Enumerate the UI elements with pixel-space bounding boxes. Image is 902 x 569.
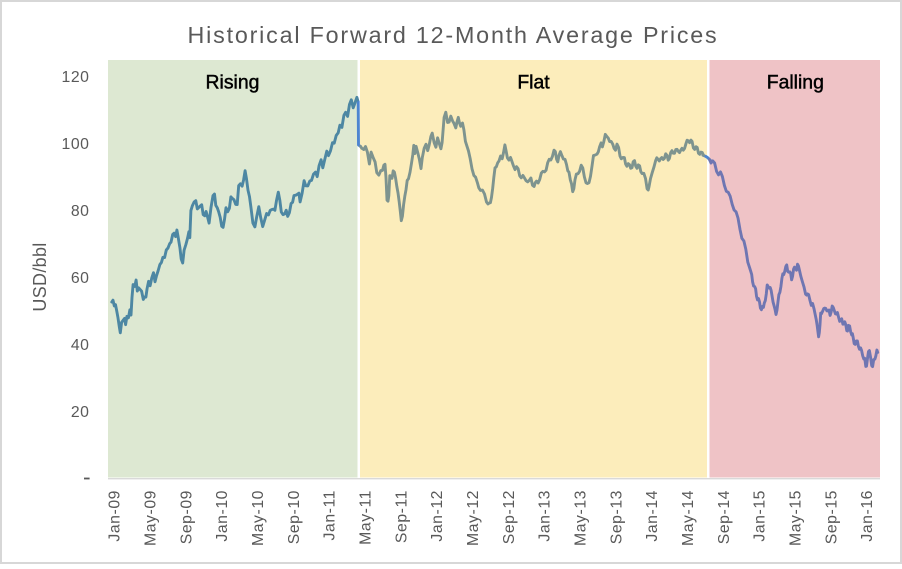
svg-text:Sep-09: Sep-09	[178, 490, 195, 544]
svg-text:Sep-14: Sep-14	[716, 490, 733, 544]
svg-text:May-10: May-10	[250, 490, 267, 546]
svg-text:Sep-12: Sep-12	[501, 490, 518, 544]
svg-text:Jan-15: Jan-15	[752, 490, 769, 542]
svg-text:May-15: May-15	[788, 490, 805, 546]
svg-text:May-13: May-13	[573, 490, 590, 546]
svg-text:Jan-13: Jan-13	[537, 490, 554, 542]
svg-text:Rising: Rising	[206, 71, 260, 93]
svg-text:80: 80	[71, 203, 90, 220]
svg-text:Sep-15: Sep-15	[823, 490, 840, 544]
svg-text:May-12: May-12	[465, 490, 482, 546]
svg-text:Jan-14: Jan-14	[644, 490, 661, 542]
svg-text:Sep-13: Sep-13	[608, 490, 625, 544]
svg-text:Jan-12: Jan-12	[429, 490, 446, 542]
svg-text:100: 100	[61, 136, 89, 153]
svg-text:120: 120	[61, 69, 89, 86]
svg-text:Jan-09: Jan-09	[107, 490, 124, 542]
svg-text:USD/bbl: USD/bbl	[30, 242, 50, 311]
svg-text:Historical Forward 12-Month Av: Historical Forward 12-Month Average Pric…	[188, 22, 719, 48]
svg-text:Jan-16: Jan-16	[859, 490, 876, 542]
svg-text:Jan-10: Jan-10	[214, 490, 231, 542]
svg-text:May-11: May-11	[358, 490, 375, 545]
svg-text:Falling: Falling	[767, 71, 824, 93]
svg-text:May-09: May-09	[143, 490, 160, 546]
svg-text:Sep-10: Sep-10	[286, 490, 303, 544]
svg-text:20: 20	[71, 404, 90, 421]
svg-text:40: 40	[71, 337, 90, 354]
svg-text:Sep-11: Sep-11	[393, 490, 410, 543]
svg-text:Jan-11: Jan-11	[322, 490, 339, 540]
svg-text:May-14: May-14	[680, 490, 697, 546]
svg-text:Flat: Flat	[517, 71, 550, 93]
svg-text:60: 60	[71, 270, 90, 287]
